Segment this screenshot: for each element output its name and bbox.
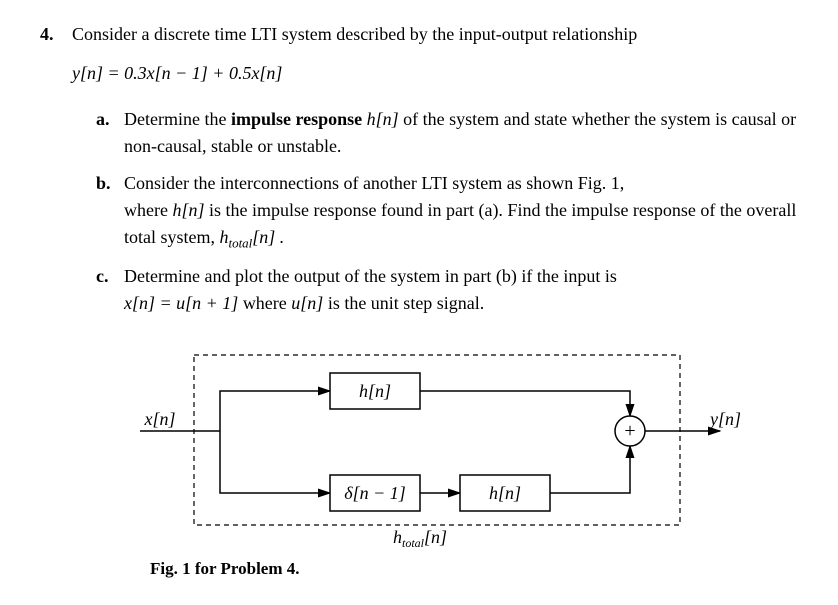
part-a-pre: Determine the xyxy=(124,109,231,129)
part-c-line1: Determine and plot the output of the sys… xyxy=(124,266,617,286)
wire-to-htop xyxy=(220,391,330,431)
part-c-label: c. xyxy=(96,263,124,317)
part-c-eq: x[n] = u[n + 1] xyxy=(124,293,238,313)
subparts-list: a. Determine the impulse response h[n] o… xyxy=(96,106,798,317)
main-equation: y[n] = 0.3x[n − 1] + 0.5x[n] xyxy=(72,63,798,84)
part-c-where: where xyxy=(238,293,291,313)
part-b-sub: total xyxy=(229,236,253,251)
part-b-line1: Consider the interconnections of another… xyxy=(124,173,624,193)
htotal-label: htotal[n] xyxy=(393,527,447,550)
part-a: a. Determine the impulse response h[n] o… xyxy=(96,106,798,160)
part-a-label: a. xyxy=(96,106,124,160)
output-label: y[n] xyxy=(708,409,740,429)
problem-heading: 4. Consider a discrete time LTI system d… xyxy=(40,24,798,45)
figure-caption: Fig. 1 for Problem 4. xyxy=(150,559,798,579)
wire-htop-sum xyxy=(420,391,630,416)
figure-1: h[n] δ[n − 1] h[n] + x[n] y[n] htotal[n]… xyxy=(120,335,798,579)
part-b: b. Consider the interconnections of anot… xyxy=(96,170,798,253)
part-b-body: Consider the interconnections of another… xyxy=(124,170,798,253)
part-b-h: h[n] xyxy=(172,200,204,220)
sum-label: + xyxy=(624,420,635,442)
label-delay: δ[n − 1] xyxy=(344,483,406,503)
part-b-label: b. xyxy=(96,170,124,253)
block-diagram-svg: h[n] δ[n − 1] h[n] + x[n] y[n] htotal[n] xyxy=(120,335,740,550)
label-h-bot: h[n] xyxy=(489,483,521,503)
part-c-body: Determine and plot the output of the sys… xyxy=(124,263,798,317)
wire-hbot-sum xyxy=(550,446,630,493)
problem-intro: Consider a discrete time LTI system desc… xyxy=(72,24,637,45)
part-c: c. Determine and plot the output of the … xyxy=(96,263,798,317)
problem-number: 4. xyxy=(40,24,72,45)
part-a-h: h[n] xyxy=(362,109,403,129)
part-c-u: u[n] xyxy=(291,293,323,313)
part-b-end: [n] . xyxy=(252,227,284,247)
input-label: x[n] xyxy=(144,409,176,429)
part-b-htot: h xyxy=(220,227,229,247)
part-c-rest: is the unit step signal. xyxy=(323,293,484,313)
part-a-bold: impulse response xyxy=(231,109,362,129)
system-boundary xyxy=(194,355,680,525)
part-a-body: Determine the impulse response h[n] of t… xyxy=(124,106,798,160)
label-h-top: h[n] xyxy=(359,381,391,401)
wire-to-delay xyxy=(220,431,330,493)
part-b-l2a: where xyxy=(124,200,172,220)
